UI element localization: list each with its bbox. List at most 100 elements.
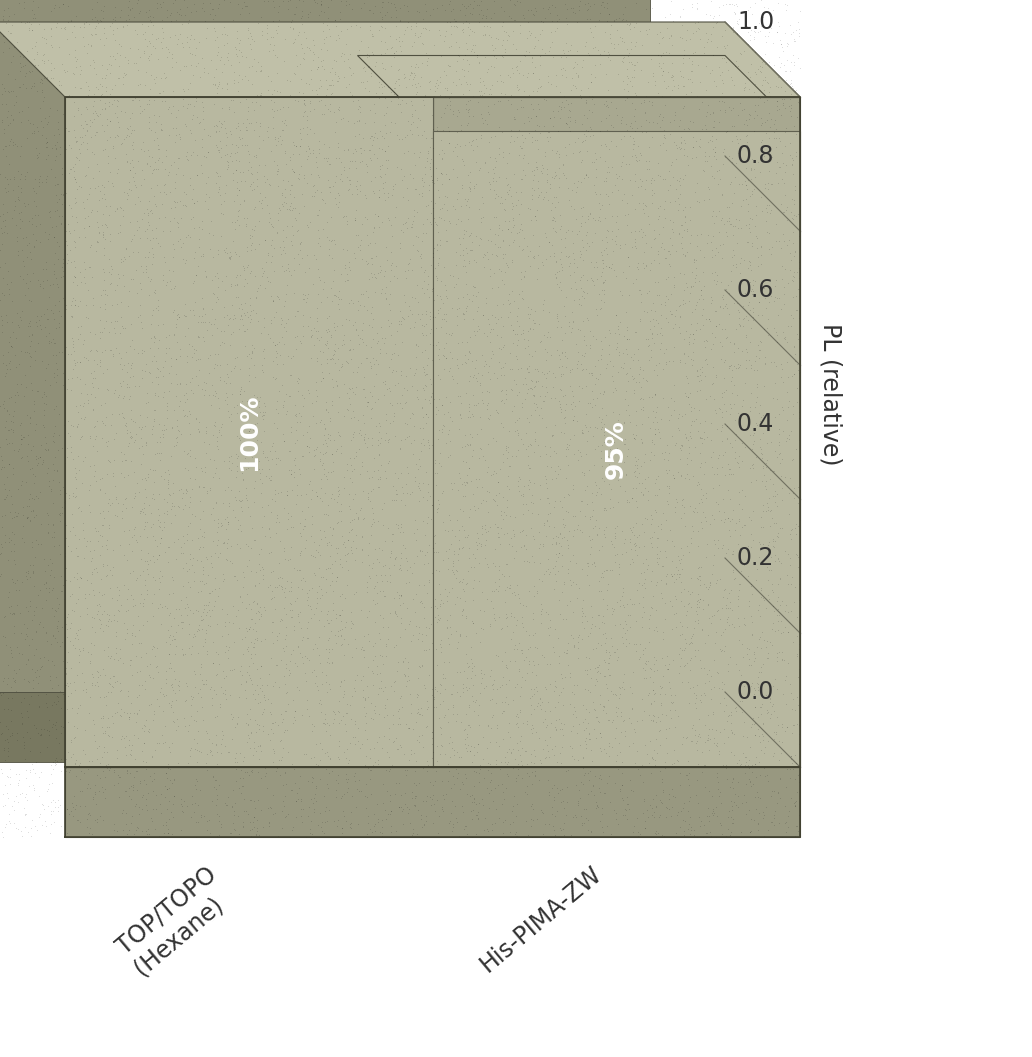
Point xyxy=(418,543,434,560)
Point xyxy=(362,771,379,787)
Point xyxy=(760,645,776,662)
Point xyxy=(92,298,108,315)
Point xyxy=(721,802,738,819)
Point xyxy=(353,285,369,302)
Point xyxy=(716,675,733,692)
Point xyxy=(372,188,388,205)
Point xyxy=(509,312,525,329)
Point xyxy=(159,505,175,522)
Point xyxy=(760,772,776,789)
Point xyxy=(75,268,92,285)
Point xyxy=(158,634,174,651)
Point xyxy=(209,138,226,155)
Point xyxy=(209,242,226,259)
Point xyxy=(94,77,110,94)
Point xyxy=(482,321,498,338)
Point xyxy=(0,589,17,606)
Point xyxy=(304,32,321,49)
Point xyxy=(457,353,474,370)
Point xyxy=(243,672,259,689)
Point xyxy=(505,211,521,228)
Point xyxy=(67,238,84,255)
Point xyxy=(188,39,204,56)
Point xyxy=(115,18,131,35)
Point xyxy=(340,780,356,797)
Point xyxy=(261,519,278,536)
Point xyxy=(80,804,97,821)
Point xyxy=(260,690,277,707)
Point xyxy=(51,293,67,310)
Point xyxy=(584,778,601,795)
Point xyxy=(19,237,35,254)
Point xyxy=(648,577,665,594)
Point xyxy=(183,26,199,43)
Point xyxy=(335,708,352,725)
Point xyxy=(624,367,641,384)
Point xyxy=(1,434,18,451)
Point xyxy=(34,599,51,616)
Point xyxy=(444,739,460,756)
Point xyxy=(44,471,61,488)
Point xyxy=(93,396,109,413)
Point xyxy=(326,315,343,332)
Point xyxy=(0,284,10,301)
Point xyxy=(0,82,17,99)
Point xyxy=(89,124,105,141)
Point xyxy=(4,110,21,127)
Point xyxy=(298,438,315,455)
Point xyxy=(326,66,343,82)
Point xyxy=(583,597,600,614)
Point xyxy=(300,8,317,25)
Point xyxy=(229,0,246,13)
Point xyxy=(480,357,496,374)
Point xyxy=(748,240,765,257)
Point xyxy=(332,628,349,645)
Point xyxy=(720,359,737,376)
Point xyxy=(300,597,317,614)
Point xyxy=(30,587,46,604)
Point xyxy=(290,606,307,623)
Point xyxy=(36,551,53,568)
Point xyxy=(53,512,69,528)
Point xyxy=(225,233,241,249)
Point xyxy=(615,596,632,613)
Point xyxy=(232,493,249,509)
Point xyxy=(54,619,70,636)
Point xyxy=(648,413,665,430)
Point xyxy=(233,777,250,794)
Point xyxy=(190,814,206,831)
Point xyxy=(236,0,253,11)
Point xyxy=(3,0,20,7)
Point xyxy=(427,699,444,716)
Point xyxy=(499,32,516,49)
Point xyxy=(491,810,508,827)
Point xyxy=(601,164,617,181)
Point xyxy=(565,235,581,252)
Point xyxy=(475,620,491,637)
Point xyxy=(207,413,224,430)
Point xyxy=(714,289,731,305)
Point xyxy=(440,448,456,465)
Point xyxy=(582,204,599,221)
Point xyxy=(87,463,103,480)
Point xyxy=(677,385,694,402)
Point xyxy=(147,821,163,838)
Point xyxy=(566,251,582,267)
Point xyxy=(231,492,248,508)
Point xyxy=(595,254,612,271)
Point xyxy=(31,667,47,684)
Point xyxy=(342,45,358,62)
Point xyxy=(738,351,754,368)
Point xyxy=(250,694,266,711)
Point xyxy=(216,242,232,259)
Point xyxy=(757,502,774,519)
Point xyxy=(388,363,405,379)
Point xyxy=(251,604,267,620)
Point xyxy=(563,0,580,7)
Point xyxy=(198,671,215,688)
Point xyxy=(442,749,458,766)
Point xyxy=(264,634,281,651)
Point xyxy=(83,204,99,221)
Point xyxy=(26,123,42,140)
Point xyxy=(551,279,568,296)
